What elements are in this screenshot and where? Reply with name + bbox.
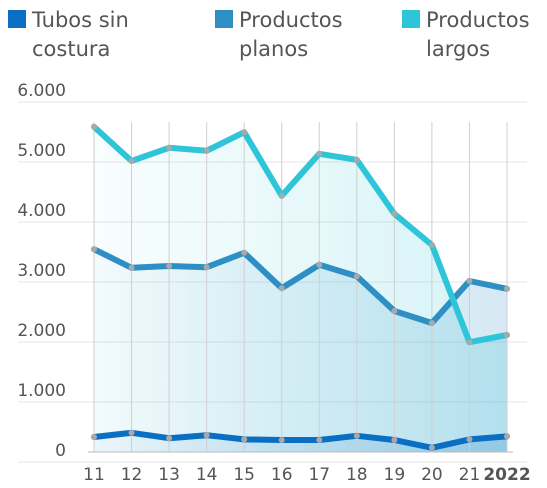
point (504, 332, 510, 338)
x-tick-label: 11 (83, 465, 105, 485)
legend-item: Productos planos (215, 6, 369, 64)
point (203, 432, 210, 439)
point (428, 444, 435, 451)
point (428, 242, 435, 248)
point (241, 129, 248, 136)
x-tick-label: 2022 (483, 465, 530, 485)
point (128, 264, 135, 271)
x-tick-label: 20 (421, 465, 443, 485)
point (353, 432, 360, 439)
x-tick-label: 12 (121, 465, 143, 485)
series-line (91, 429, 510, 451)
point (128, 158, 135, 164)
legend-swatch (215, 10, 233, 28)
point (504, 285, 510, 292)
area (94, 249, 507, 452)
x-tick-label: 13 (158, 465, 180, 485)
y-tick-label: 1.000 (17, 381, 66, 401)
series-line (91, 123, 510, 346)
point (316, 150, 323, 157)
series-line (91, 246, 510, 326)
point (166, 144, 173, 151)
point (466, 436, 473, 443)
point (466, 339, 473, 346)
point (428, 320, 435, 326)
point (203, 264, 210, 271)
point (353, 273, 360, 280)
legend-item: Productos largos (402, 6, 547, 64)
point (391, 210, 398, 217)
point (466, 278, 473, 284)
y-tick-label: 6.000 (17, 81, 66, 101)
x-tick-label: 19 (384, 465, 406, 485)
point (316, 261, 323, 268)
point (91, 434, 97, 440)
x-tick-label: 14 (196, 465, 218, 485)
y-tick-label: 0 (55, 441, 66, 461)
y-tick-label: 2.000 (17, 321, 66, 341)
point (391, 437, 398, 443)
point (278, 285, 285, 292)
point (316, 437, 323, 443)
legend-label: Productos largos (426, 8, 530, 61)
point (91, 123, 97, 130)
x-tick-label: 17 (308, 465, 330, 485)
legend-item: Tubos sin costura (8, 6, 162, 64)
point (504, 433, 510, 440)
point (278, 192, 285, 199)
y-tick-label: 5.000 (17, 141, 66, 161)
point (241, 249, 248, 256)
x-tick-label: 15 (233, 465, 255, 485)
point (166, 435, 173, 442)
y-tick-label: 3.000 (17, 261, 66, 281)
point (166, 263, 173, 269)
point (278, 437, 285, 443)
legend-label: Tubos sin costura (32, 8, 129, 61)
x-tick-label: 21 (459, 465, 481, 485)
point (203, 147, 210, 154)
legend-swatch (8, 10, 26, 28)
x-tick-label: 16 (271, 465, 293, 485)
x-tick-label: 18 (346, 465, 368, 485)
point (241, 436, 248, 443)
legend-label: Productos planos (239, 8, 343, 61)
point (128, 429, 135, 436)
point (91, 246, 97, 253)
y-tick-label: 4.000 (17, 201, 66, 221)
point (391, 308, 398, 314)
point (353, 156, 360, 163)
legend-swatch (402, 10, 420, 28)
